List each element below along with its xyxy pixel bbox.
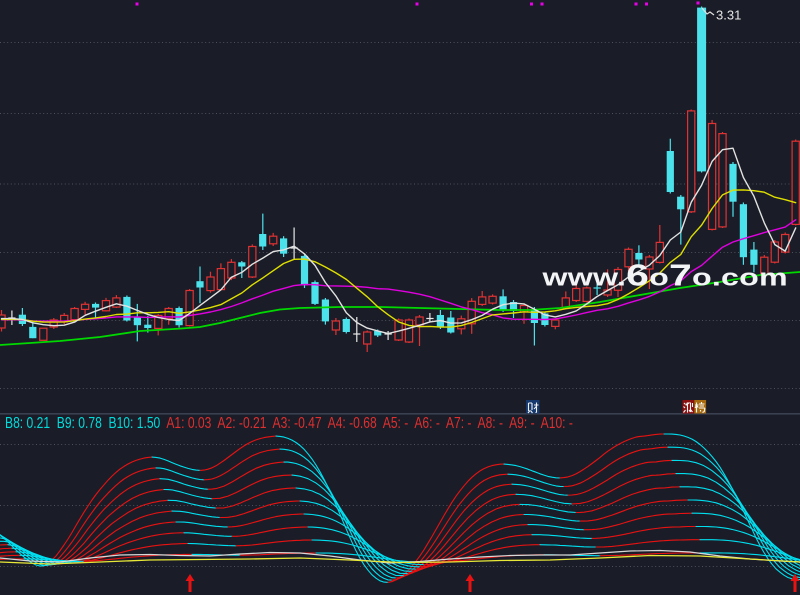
svg-text:3.31: 3.31 — [716, 8, 741, 23]
